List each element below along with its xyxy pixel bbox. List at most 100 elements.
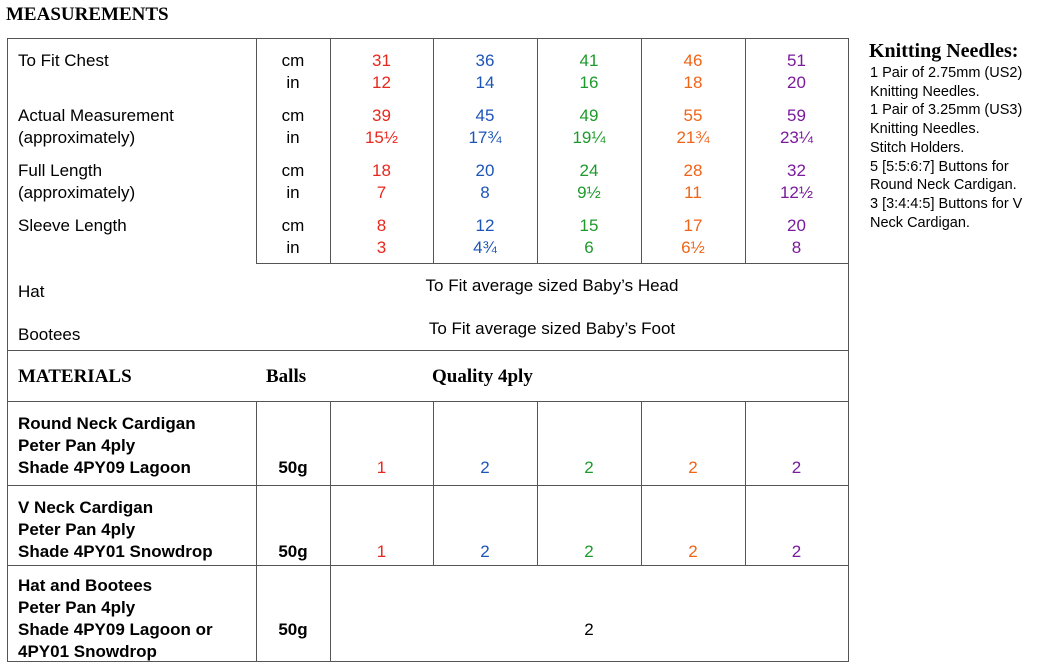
measurement-value: 19¼ <box>572 128 606 147</box>
grid-line-v <box>537 401 538 565</box>
grid-line-v <box>330 38 331 264</box>
measurement-value: 16 <box>579 73 599 92</box>
measurement-value: 46 <box>683 51 703 70</box>
measurement-value: 23¼ <box>779 128 814 147</box>
measurement-value: 20 <box>475 161 495 180</box>
measurement-value: 21¾ <box>676 128 710 147</box>
ball-count: 2 <box>480 458 490 477</box>
ball-count: 1 <box>376 542 387 561</box>
ball-count: 2 <box>584 620 594 639</box>
grid-line-h <box>256 263 848 264</box>
ball-count: 2 <box>791 458 802 477</box>
bootees-fit-text: To Fit average sized Baby’s Foot <box>428 319 676 338</box>
unit-label: cm <box>281 161 305 180</box>
measurement-value: 8 <box>480 183 490 202</box>
measurement-value: 18 <box>372 161 391 180</box>
yarn-description: Peter Pan 4ply <box>18 436 136 455</box>
measurement-value: 18 <box>683 73 703 92</box>
grid-line-v <box>256 401 257 662</box>
yarn-description: Shade 4PY09 Lagoon or <box>18 620 213 639</box>
needles-line: 3 [3:4:4:5] Buttons for V <box>870 195 1023 212</box>
measurement-value: 20 <box>787 216 806 235</box>
measurement-value: 12½ <box>779 183 814 202</box>
ball-count: 2 <box>584 458 594 477</box>
measurement-value: 31 <box>372 51 391 70</box>
row-label: Sleeve Length <box>18 216 127 235</box>
measurement-value: 6½ <box>681 238 705 257</box>
needles-line: Stitch Holders. <box>870 139 965 156</box>
ball-count: 2 <box>584 542 594 561</box>
measurement-value: 11 <box>684 183 702 202</box>
unit-label: in <box>286 183 300 202</box>
yarn-description: Peter Pan 4ply <box>18 520 136 539</box>
grid-line-v <box>745 38 746 264</box>
measurement-value: 7 <box>376 183 387 202</box>
measurement-value: 15 <box>579 216 599 235</box>
ball-count: 2 <box>688 458 698 477</box>
measurement-value: 15½ <box>364 128 399 147</box>
unit-label: in <box>286 73 300 92</box>
grid-line-v <box>330 401 331 662</box>
yarn-description: Round Neck Cardigan <box>18 414 196 433</box>
quality-heading: Quality 4ply <box>432 366 533 387</box>
yarn-description: Peter Pan 4ply <box>18 598 136 617</box>
grid-line-h <box>7 565 849 566</box>
measurement-value: 20 <box>787 73 806 92</box>
measurement-value: 9½ <box>577 183 601 202</box>
page-title: MEASUREMENTS <box>6 4 169 25</box>
measurement-value: 45 <box>475 106 495 125</box>
balls-heading: Balls <box>266 366 307 387</box>
needles-line: Neck Cardigan. <box>870 214 970 231</box>
measurement-value: 3 <box>376 238 387 257</box>
measurement-value: 14 <box>475 73 495 92</box>
ball-weight: 50g <box>278 458 308 477</box>
measurement-value: 51 <box>787 51 806 70</box>
yarn-description: V Neck Cardigan <box>18 498 154 517</box>
ball-count: 2 <box>480 542 490 561</box>
unit-label: cm <box>281 216 305 235</box>
row-label: (approximately) <box>18 128 136 147</box>
row-label: (approximately) <box>18 183 136 202</box>
measurement-value: 8 <box>376 216 387 235</box>
unit-label: cm <box>281 51 305 70</box>
ball-count: 2 <box>688 542 698 561</box>
needles-title: Knitting Needles: <box>869 40 1019 62</box>
yarn-description: Hat and Bootees <box>18 576 153 595</box>
row-label: Actual Measurement <box>18 106 174 125</box>
yarn-description: Shade 4PY09 Lagoon <box>18 458 191 477</box>
measurement-value: 59 <box>787 106 806 125</box>
grid-line-h <box>7 401 849 402</box>
grid-line-v <box>433 401 434 565</box>
measurement-value: 49 <box>579 106 599 125</box>
measurement-value: 8 <box>791 238 802 257</box>
measurement-value: 32 <box>787 161 806 180</box>
grid-line-h <box>7 485 849 486</box>
measurement-value: 41 <box>579 51 599 70</box>
unit-label: cm <box>281 106 305 125</box>
grid-line-v <box>433 38 434 264</box>
ball-weight: 50g <box>278 620 308 639</box>
unit-label: in <box>286 128 300 147</box>
grid-line-v <box>641 38 642 264</box>
ball-weight: 50g <box>278 542 308 561</box>
measurement-value: 28 <box>683 161 703 180</box>
yarn-description: 4PY01 Snowdrop <box>18 642 157 661</box>
measurement-value: 55 <box>683 106 703 125</box>
measurement-value: 6 <box>584 238 594 257</box>
measurement-value: 4¾ <box>473 238 497 257</box>
measurement-value: 17¾ <box>468 128 502 147</box>
needles-line: Knitting Needles. <box>870 83 980 100</box>
grid-line-v <box>745 401 746 565</box>
hat-label: Hat <box>18 282 45 301</box>
needles-line: 1 Pair of 2.75mm (US2) <box>870 65 1023 81</box>
needles-line: Round Neck Cardigan. <box>870 177 1017 194</box>
hat-fit-text: To Fit average sized Baby’s Head <box>425 276 679 295</box>
yarn-description: Shade 4PY01 Snowdrop <box>18 542 213 561</box>
grid-line-v <box>537 38 538 264</box>
row-label: Full Length <box>18 161 103 180</box>
measurement-value: 12 <box>372 73 391 92</box>
measurement-value: 17 <box>683 216 703 235</box>
bootees-label: Bootees <box>18 325 81 344</box>
ball-count: 1 <box>376 458 387 477</box>
measurement-value: 39 <box>372 106 391 125</box>
